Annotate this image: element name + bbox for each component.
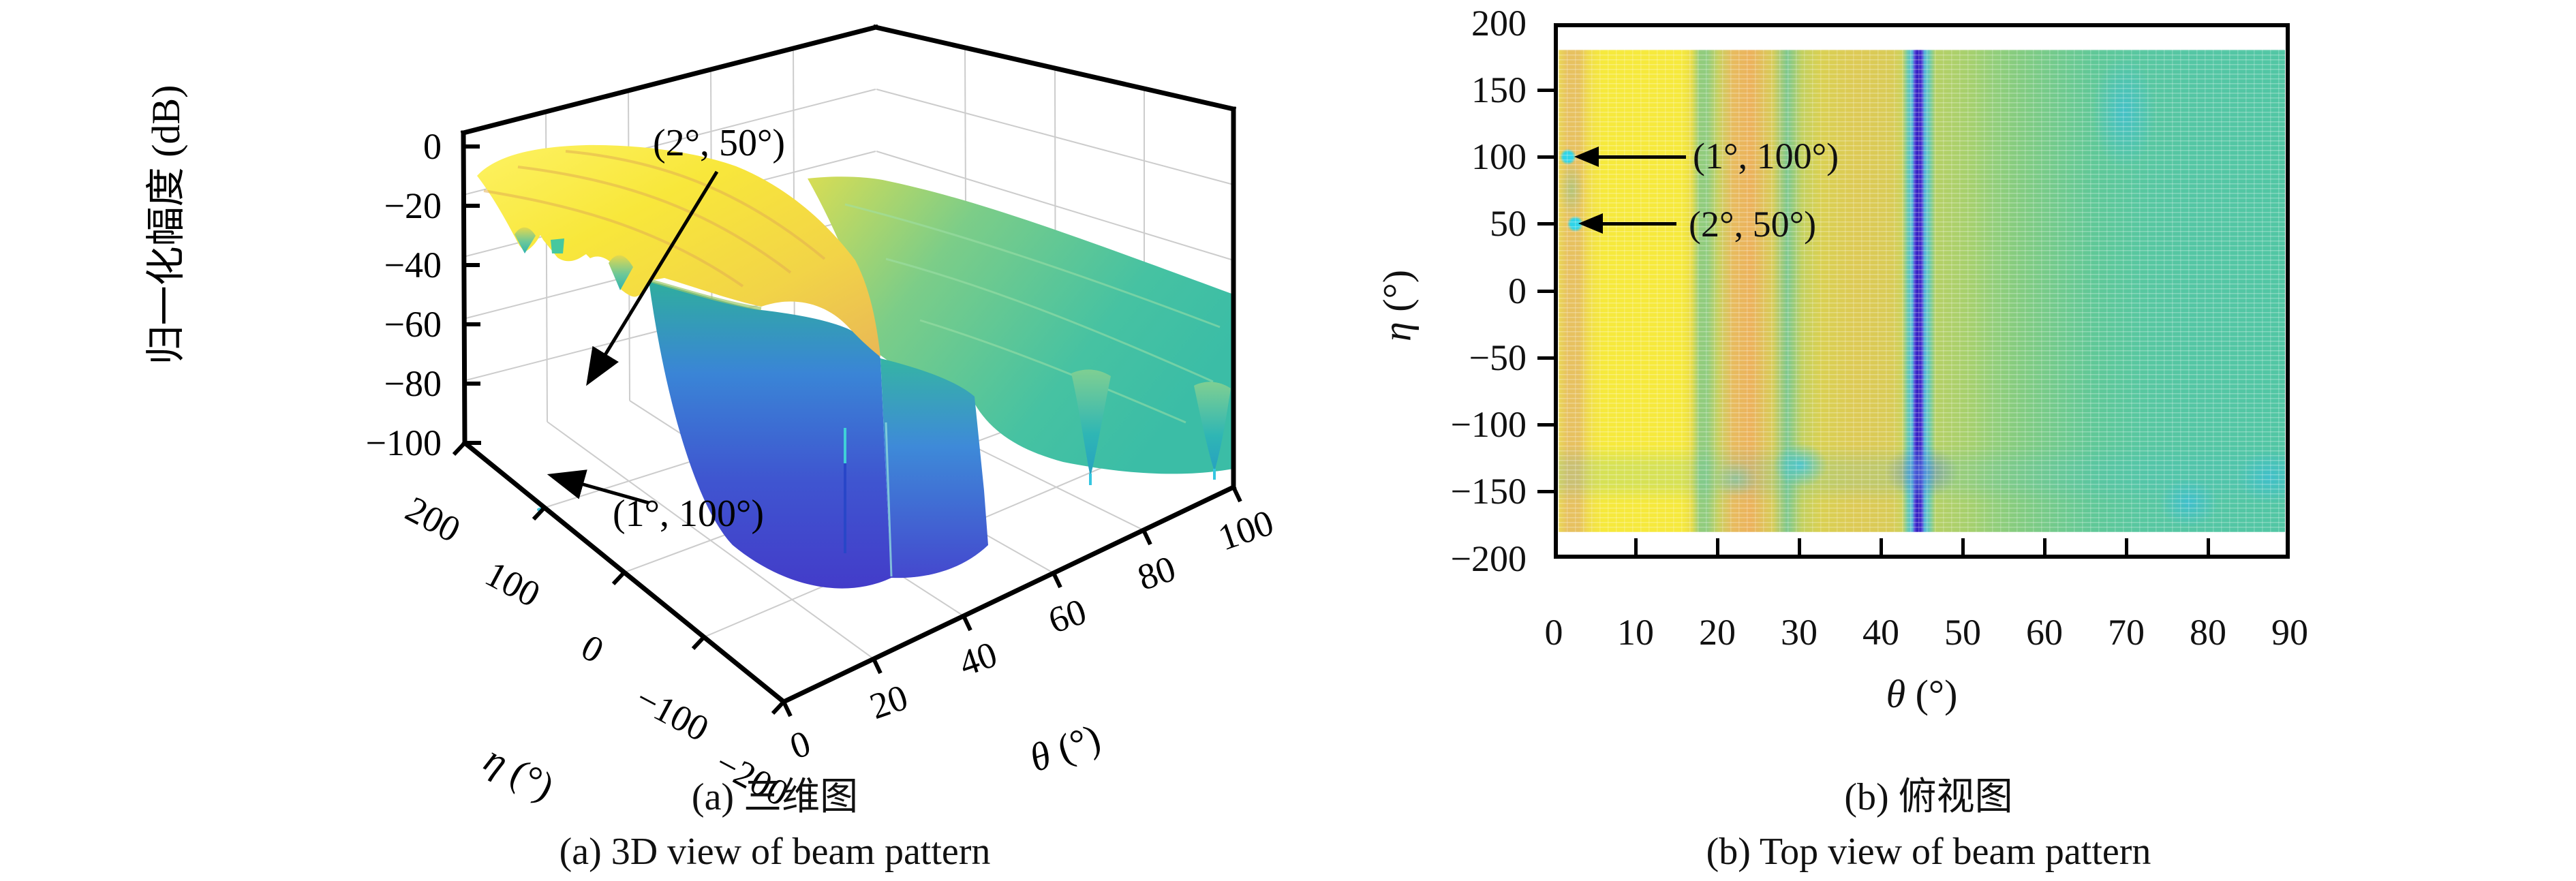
panel-b-ylabel-0: 0: [1508, 271, 1527, 311]
dome-ridge-lines: [483, 150, 826, 288]
dome-notch-1: [515, 227, 536, 253]
surface-blue-wall-main: [649, 281, 891, 589]
panel-b-xtick-30: [1798, 538, 1801, 555]
eta-tick-0: 0: [574, 626, 610, 671]
panel-b-xlabel-60: 60: [2026, 612, 2063, 653]
z-tick-4: −80: [384, 363, 442, 404]
theta-axis-ticks: [782, 486, 1242, 717]
panel-b-arrowline-2-50: [1601, 222, 1676, 226]
dome-front-green-edge: [650, 279, 762, 311]
sheet-funnel-null-2: [1194, 382, 1231, 472]
panel-b-xtick-10: [1634, 538, 1638, 555]
panel-b-eta-axis-label: η (°): [1375, 269, 1420, 342]
panel-b-arrowhead-1-100: [1574, 146, 1599, 167]
sheet-funnel-null-1: [1071, 369, 1111, 477]
panel-b-ylabel-m150: −150: [1450, 471, 1527, 512]
panel-a-3d-plot: 0 −20 −40 −60 −80 −100 200 100 0 −100 −2…: [144, 24, 1278, 814]
caption-panel-b-en: (b) Top view of beam pattern: [1706, 831, 2151, 873]
theta-tick-0: 0: [785, 722, 816, 767]
sheet-ridge-lines: [844, 203, 1221, 424]
panel-a-arrow-2-50: [586, 170, 719, 386]
wall-seam-highlight: [885, 422, 893, 577]
z-tick-2: −40: [384, 245, 442, 285]
theta-tick-60: 60: [1043, 591, 1092, 641]
surface-teal-sheet: [808, 176, 1233, 474]
panel-b-ytick-m100: [1537, 423, 1554, 427]
z-tick-5: −100: [366, 422, 442, 463]
caption-panel-b: (b) 俯视图 (b) Top view of beam pattern: [1706, 770, 2151, 879]
panel-b-xlabel-70: 70: [2108, 612, 2145, 653]
eta-tick-100: 100: [479, 553, 547, 615]
theta-tick-40: 40: [954, 634, 1002, 684]
caption-panel-a-en: (a) 3D view of beam pattern: [559, 831, 991, 873]
panel-b-xlabel-0: 0: [1544, 612, 1563, 653]
panel-b-xlabel-90: 90: [2271, 612, 2308, 653]
panel-b-ylabel-m200: −200: [1450, 538, 1527, 579]
panel-b-ytick-m50: [1537, 356, 1554, 360]
panel-b-ylabel-200: 200: [1471, 3, 1527, 44]
panel-a-eta-label: η (°): [477, 736, 561, 809]
panel-b-xtick-50: [1961, 538, 1965, 555]
panel-b-xlabel-10: 10: [1617, 612, 1654, 653]
panel-b-annotation-1-100: (1°, 100°): [1693, 136, 1839, 176]
z-axis-ticks: [463, 144, 481, 445]
panel-a-arrow-1-100: [547, 469, 649, 505]
z-tick-1: −20: [384, 185, 442, 226]
surface-blue-wall-right: [880, 358, 988, 578]
theta-tick-100: 100: [1213, 501, 1278, 558]
caption-panel-a: (a) 三维图 (a) 3D view of beam pattern: [559, 770, 991, 879]
panel-b-ylabel-m100: −100: [1450, 404, 1527, 445]
panel-b-xlabel-40: 40: [1862, 612, 1899, 653]
panel-b-xtick-20: [1716, 538, 1719, 555]
caption-panel-b-zh: (b) 俯视图: [1844, 776, 2013, 818]
panel-b-theta-axis-label: θ (°): [1886, 672, 1958, 716]
panel-b-ytick-150: [1537, 89, 1554, 92]
axes-box-edges: [460, 24, 1237, 705]
panel-b-ytick-100: [1537, 155, 1554, 159]
panel-b-ylabel-50: 50: [1490, 203, 1527, 244]
panel-b-xtick-80: [2207, 538, 2210, 555]
panel-b-xlabel-20: 20: [1699, 612, 1736, 653]
panel-b-heatmap: [1559, 50, 2285, 532]
dome-teal-shelf: [551, 238, 564, 253]
z-tick-labels: 0 −20 −40 −60 −80 −100: [366, 126, 442, 463]
panel-b-ylabel-100: 100: [1471, 136, 1527, 177]
theta-tick-80: 80: [1133, 548, 1181, 598]
panel-b-ytick-m150: [1537, 490, 1554, 493]
theta-tick-20: 20: [865, 677, 913, 727]
panel-a-ylabel: 归一化幅度 (dB): [144, 85, 188, 365]
eta-tick-200: 200: [399, 489, 467, 551]
panel-b-xlabel-80: 80: [2190, 612, 2226, 653]
panel-a-theta-label: θ (°): [1024, 715, 1106, 781]
panel-b-ytick-0: [1537, 290, 1554, 293]
surface-yellow-dome-body: [477, 144, 880, 357]
panel-b-xlabel-50: 50: [1944, 612, 1981, 653]
panel-b-ytick-50: [1537, 222, 1554, 226]
eta-tick-m100: −100: [629, 677, 716, 749]
panel-b-ylabel-m50: −50: [1469, 337, 1527, 378]
eta-axis-ticks: [452, 441, 786, 715]
panel-b-xtick-60: [2043, 538, 2046, 555]
panel-b-xtick-70: [2125, 538, 2128, 555]
caption-panel-a-zh: (a) 三维图: [691, 776, 859, 818]
panel-b-arrowline-1-100: [1597, 155, 1686, 159]
panel-a-annotation-2-50: (2°, 50°): [653, 122, 785, 164]
dome-notch-2: [609, 255, 633, 290]
panel-b-annotation-2-50: (2°, 50°): [1689, 204, 1817, 245]
panel-b-xlabel-30: 30: [1781, 612, 1818, 653]
panel-b-arrowhead-2-50: [1578, 213, 1603, 234]
panel-b-ylabel-150: 150: [1471, 69, 1527, 110]
z-tick-0: 0: [423, 126, 442, 167]
panel-b-xtick-40: [1880, 538, 1883, 555]
z-tick-3: −60: [384, 304, 442, 345]
